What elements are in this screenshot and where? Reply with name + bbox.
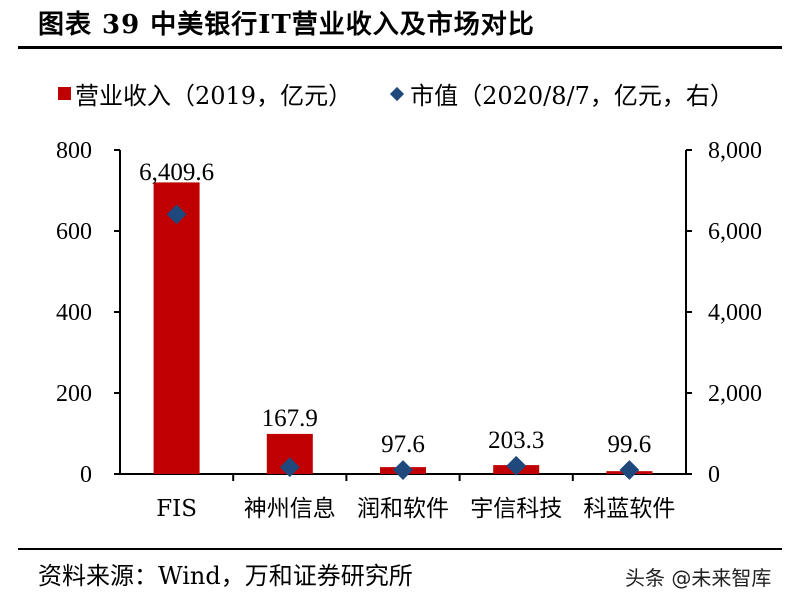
- data-label: 203.3: [488, 427, 544, 454]
- market-cap-diamond-icon: [166, 204, 187, 225]
- revenue-bar: [153, 182, 200, 474]
- top-divider: [18, 46, 782, 49]
- legend: 营业收入（2019，亿元） 市值（2020/8/7，亿元，右）: [58, 76, 734, 111]
- right-tick-label: 2,000: [708, 381, 762, 407]
- left-tick-label: 0: [80, 462, 92, 488]
- left-tick-label: 400: [56, 300, 92, 326]
- watermark: 头条 @未来智库: [625, 566, 772, 590]
- right-tick-label: 6,000: [708, 219, 762, 245]
- data-label: 99.6: [608, 431, 652, 458]
- data-label: 97.6: [381, 431, 425, 458]
- chart-title: 图表 39 中美银行IT营业收入及市场对比: [38, 10, 535, 40]
- left-tick-label: 200: [56, 381, 92, 407]
- legend-revenue-label: 营业收入（2019，亿元）: [75, 82, 353, 110]
- data-label: 167.9: [262, 405, 318, 432]
- data-label: 6,409.6: [139, 159, 214, 186]
- right-tick-label: 4,000: [708, 300, 762, 326]
- category-label: FIS: [156, 496, 197, 522]
- market-cap-diamond-icon: [506, 455, 527, 476]
- market-cap-diamond-icon: [279, 457, 300, 478]
- category-label: 神州信息: [244, 496, 336, 522]
- left-tick-label: 800: [56, 138, 92, 164]
- source-note: 资料来源：Wind，万和证券研究所: [38, 562, 413, 590]
- category-label: 润和软件: [357, 496, 449, 522]
- right-tick-label: 0: [708, 462, 720, 488]
- category-label: 宇信科技: [470, 496, 562, 522]
- bottom-divider: [18, 548, 782, 550]
- left-tick-label: 600: [56, 219, 92, 245]
- market-cap-diamond-icon: [393, 460, 413, 480]
- right-tick-label: 8,000: [708, 138, 762, 164]
- legend-market-cap-label: 市值（2020/8/7，亿元，右）: [410, 82, 734, 110]
- market-cap-diamond-icon: [619, 460, 640, 480]
- legend-revenue-swatch-icon: [58, 87, 71, 100]
- category-label: 科蓝软件: [583, 496, 675, 522]
